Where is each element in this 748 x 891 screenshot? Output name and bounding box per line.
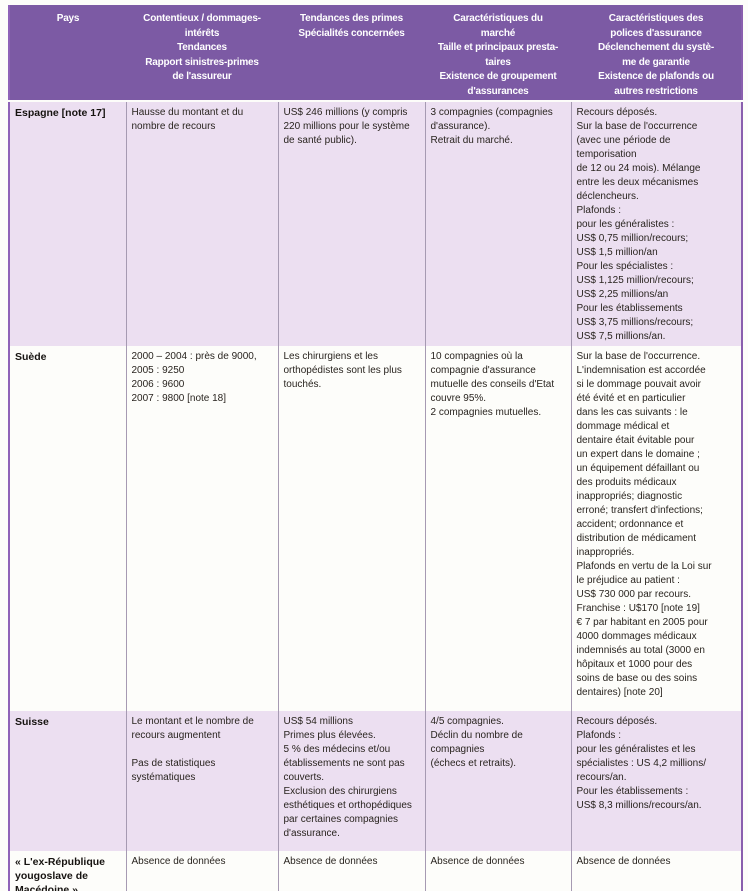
table-cell: US$ 246 millions (y compris 220 millions… [277, 100, 425, 346]
liability-table-container: Pays Contentieux / dommages- intérêts Te… [8, 5, 745, 891]
table-row-espagne: Espagne [note 17] Hausse du montant et d… [9, 100, 742, 346]
table-cell: Absence de données [277, 850, 425, 891]
header-cell-contentieux: Contentieux / dommages- intérêts Tendanc… [126, 5, 278, 102]
header-row: Pays Contentieux / dommages- intérêts Te… [9, 5, 742, 102]
table-row-suisse: Suisse Le montant et le nombre de recour… [9, 710, 742, 851]
table-cell: Les chirurgiens et les orthopédistes son… [277, 345, 425, 711]
table-cell: US$ 54 millions Primes plus élevées. 5 %… [277, 710, 425, 851]
table-cell: 4/5 compagnies. Déclin du nombre de comp… [424, 710, 571, 851]
header-cell-tendances-primes: Tendances des primes Spécialités concern… [278, 5, 425, 102]
table-cell: 3 compagnies (compagnies d'assurance). R… [424, 100, 571, 346]
table-cell: Recours déposés. Plafonds : pour les gén… [570, 710, 742, 851]
header-cell-pays: Pays [9, 5, 126, 102]
medical-liability-table: Pays Contentieux / dommages- intérêts Te… [8, 5, 743, 891]
table-cell: Hausse du montant et du nombre de recour… [125, 100, 278, 346]
table-cell: Absence de données [424, 850, 571, 891]
table-cell: Absence de données [570, 850, 742, 891]
country-cell: Suède [15, 350, 47, 363]
table-cell: Absence de données [125, 850, 278, 891]
table-cell: Sur la base de l'occurrence. L'indemnisa… [570, 345, 742, 711]
header-cell-caracteristiques-polices: Caractéristiques des polices d'assurance… [571, 5, 742, 102]
country-cell: Suisse [15, 715, 49, 728]
country-cell: Espagne [note 17] [15, 106, 106, 119]
header-cell-caracteristiques-marche: Caractéristiques du marché Taille et pri… [425, 5, 571, 102]
table-cell: Recours déposés. Sur la base de l'occurr… [570, 100, 742, 346]
table-row-macedoine: « L'ex-République yougoslave de Macédoin… [9, 850, 742, 891]
table-cell: 10 compagnies où la compagnie d'assuranc… [424, 345, 571, 711]
table-row-suede: Suède 2000 – 2004 : près de 9000, 2005 :… [9, 345, 742, 711]
table-cell: Le montant et le nombre de recours augme… [125, 710, 278, 851]
table-cell: 2000 – 2004 : près de 9000, 2005 : 9250 … [125, 345, 278, 711]
country-cell: « L'ex-République yougoslave de Macédoin… [15, 855, 106, 891]
